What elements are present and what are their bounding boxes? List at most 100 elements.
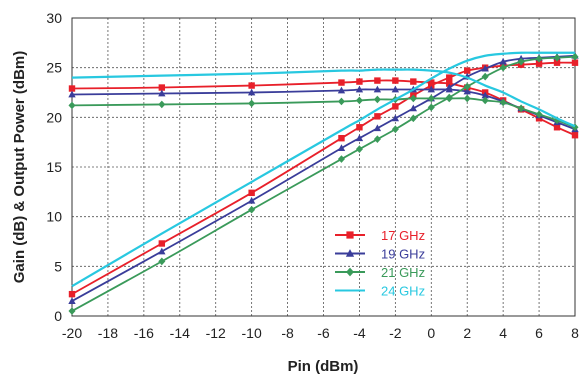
x-tick-label: 6 (535, 325, 543, 341)
data-point-21-ghz-pout (553, 53, 561, 62)
data-point-17-ghz-gain (392, 77, 399, 84)
data-point-21-ghz-pout (463, 82, 471, 91)
data-point-21-ghz-pout (481, 72, 489, 81)
legend-item-24-ghz: 24 GHz (335, 284, 425, 299)
series-24-ghz (71, 51, 576, 288)
data-point-21-ghz-pout (499, 63, 507, 72)
data-point-21-ghz-gain (355, 96, 363, 105)
data-point-21-ghz-gain (427, 94, 435, 103)
series-line-21-ghz-gain (71, 97, 576, 129)
data-point-17-ghz-gain (374, 77, 381, 84)
legend-item-17-ghz: 17 GHz (335, 228, 425, 243)
x-tick-labels: -20 -18 -16 -14 -12 -10 -8 -6 -4 -2 0 2 4 6 8 (62, 325, 579, 341)
data-point-21-ghz-gain (68, 101, 76, 110)
data-point-19-ghz-pout (481, 64, 489, 72)
data-point-17-ghz-pout (428, 82, 435, 89)
data-point-17-ghz-gain (410, 78, 417, 85)
data-point-19-ghz-pout (373, 124, 382, 132)
legend-marker-21-ghz (346, 267, 354, 277)
y-tick-label: 30 (46, 10, 62, 26)
data-point-17-ghz-gain (446, 80, 453, 87)
data-point-17-ghz-gain (158, 84, 166, 91)
data-point-17-ghz-pout (374, 113, 381, 120)
x-tick-label: -2 (389, 325, 402, 341)
x-tick-label: -4 (353, 325, 366, 341)
x-axis-title: Pin (dBm) (288, 358, 359, 375)
data-point-21-ghz-gain (248, 99, 256, 108)
data-point-21-ghz-pout (409, 114, 417, 123)
data-point-19-ghz-gain (463, 87, 471, 95)
legend-label-19-ghz: 19 GHz (381, 247, 425, 262)
y-tick-label: 25 (46, 60, 62, 76)
data-point-19-ghz-pout (68, 297, 76, 304)
data-point-21-ghz-gain (463, 94, 471, 103)
data-point-21-ghz-gain (158, 100, 166, 109)
data-point-21-ghz-gain (373, 95, 381, 104)
data-point-21-ghz-gain (337, 97, 345, 106)
data-point-21-ghz-gain (409, 94, 417, 103)
series-layer (68, 51, 579, 315)
data-point-19-ghz-gain (355, 85, 364, 93)
data-point-19-ghz-pout (409, 104, 418, 112)
legend-item-19-ghz: 19 GHz (335, 247, 425, 262)
x-tick-label: 0 (427, 325, 435, 341)
legend: 17 GHz 19 GHz 21 GHz 24 GHz (335, 228, 425, 299)
data-point-19-ghz-pout (445, 83, 453, 91)
y-tick-label: 0 (54, 308, 62, 324)
x-tick-label: -18 (98, 325, 118, 341)
data-point-21-ghz-gain (481, 96, 489, 105)
data-point-19-ghz-gain (68, 90, 76, 98)
data-point-17-ghz-pout (158, 240, 166, 247)
data-point-19-ghz-gain (427, 85, 435, 93)
x-tick-label: -8 (281, 325, 294, 341)
x-tick-label: -10 (242, 325, 262, 341)
legend-item-21-ghz: 21 GHz (335, 265, 425, 280)
series-line-24-ghz-gain (71, 68, 576, 128)
data-point-21-ghz-pout (571, 52, 579, 61)
x-tick-label: -12 (206, 325, 226, 341)
y-tick-label: 20 (46, 109, 62, 125)
data-point-21-ghz-pout (427, 103, 435, 112)
plot-frame (71, 17, 576, 317)
data-point-17-ghz-pout (464, 67, 471, 74)
x-tick-label: 8 (571, 325, 579, 341)
data-point-19-ghz-gain (337, 86, 346, 94)
data-point-17-ghz-pout (356, 124, 363, 131)
data-point-17-ghz-pout (248, 189, 255, 197)
data-point-17-ghz-pout (535, 60, 543, 67)
data-point-21-ghz-pout (373, 135, 381, 144)
data-point-21-ghz-pout (68, 307, 76, 315)
legend-label-24-ghz: 24 GHz (381, 284, 425, 299)
data-point-17-ghz-pout (338, 134, 345, 142)
series-21-ghz (68, 52, 579, 315)
x-tick-label: -14 (170, 325, 190, 341)
data-point-21-ghz-pout (391, 125, 399, 134)
y-tick-label: 10 (46, 209, 62, 225)
data-point-17-ghz-pout (571, 59, 579, 66)
x-tick-label: -16 (134, 325, 154, 341)
legend-label-17-ghz: 17 GHz (381, 228, 425, 243)
x-tick-label: -6 (317, 325, 330, 341)
data-point-19-ghz-pout (391, 114, 400, 122)
data-point-19-ghz-gain (158, 89, 166, 97)
data-point-19-ghz-pout (337, 144, 346, 152)
data-point-19-ghz-pout (499, 57, 507, 65)
y-tick-labels: 0 5 10 15 20 25 30 (46, 10, 62, 324)
data-point-21-ghz-gain (517, 104, 525, 113)
data-point-17-ghz-gain (571, 132, 579, 139)
data-point-17-ghz-pout (446, 74, 453, 81)
legend-marker-19-ghz (345, 249, 355, 257)
series-line-24-ghz-pout (71, 51, 575, 288)
data-point-21-ghz-gain (535, 110, 543, 119)
data-point-17-ghz-pout (392, 103, 399, 110)
y-tick-label: 15 (46, 159, 62, 175)
x-tick-label: 2 (463, 325, 471, 341)
data-point-17-ghz-gain (356, 78, 363, 85)
grid-layer (72, 18, 575, 316)
y-axis-title: Gain (dB) & Output Power (dBm) (11, 51, 28, 283)
data-point-17-ghz-gain (535, 115, 543, 122)
data-point-21-ghz-pout (337, 155, 345, 163)
data-point-19-ghz-gain (373, 85, 382, 93)
data-point-21-ghz-pout (355, 145, 363, 153)
